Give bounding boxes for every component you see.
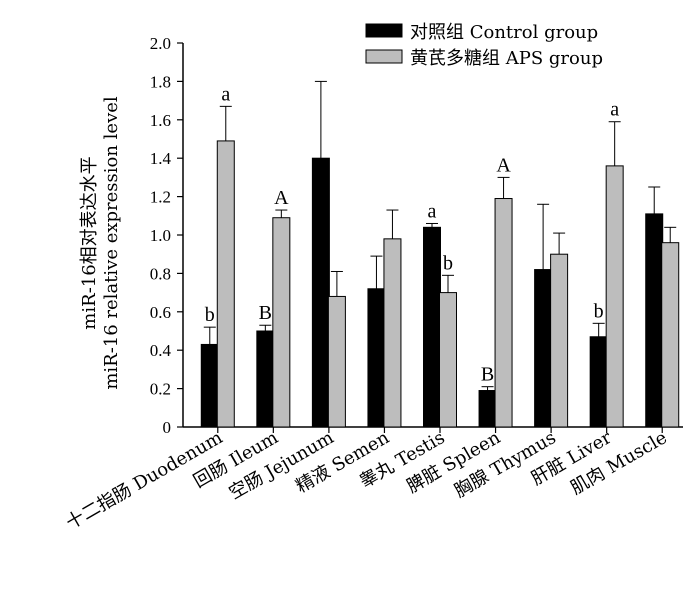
significance-label: a <box>610 99 619 121</box>
significance-label: b <box>443 252 453 274</box>
y-tick-label: 1.4 <box>150 149 172 168</box>
bar-control <box>367 288 386 428</box>
significance-label: B <box>481 364 494 386</box>
significance-label: a <box>428 200 437 222</box>
y-tick-label: 2.0 <box>150 34 171 53</box>
bar-aps <box>494 198 513 428</box>
y-tick-label: 1.0 <box>150 226 171 245</box>
bar-control <box>589 336 608 428</box>
y-axis-title-line2: miR-16 relative expression level <box>101 96 122 390</box>
significance-label: b <box>594 300 604 322</box>
bar-aps <box>383 238 402 428</box>
y-axis-title-line1: miR-16相对表达水平 <box>79 156 100 329</box>
y-tick-label: 0.2 <box>150 380 171 399</box>
y-tick-label: 0.4 <box>150 341 172 360</box>
bar-aps <box>439 292 457 428</box>
bar-aps <box>661 242 680 428</box>
bar-aps <box>272 217 291 428</box>
bar-control <box>423 226 441 428</box>
bar-aps <box>550 253 569 428</box>
significance-label: a <box>221 83 230 105</box>
bar-control <box>200 343 219 428</box>
legend-swatch-aps <box>365 49 403 64</box>
y-tick-label: 0.6 <box>150 303 171 322</box>
bar-control <box>478 390 497 428</box>
y-tick-label: 1.6 <box>150 111 171 130</box>
bar-aps <box>216 140 235 428</box>
y-tick-label: 0.8 <box>150 264 171 283</box>
y-tick-label: 0 <box>163 418 172 437</box>
y-axis-title: miR-16相对表达水平 miR-16 relative expression … <box>79 96 122 390</box>
significance-label: b <box>205 304 215 326</box>
legend: 对照组 Control group 黄芪多糖组 APS group <box>365 22 603 69</box>
bar-aps <box>605 165 624 428</box>
significance-label: A <box>274 187 289 209</box>
legend-label-aps: 黄芪多糖组 APS group <box>410 48 603 69</box>
significance-label: B <box>259 302 272 324</box>
y-tick-label: 1.8 <box>150 72 171 91</box>
legend-swatch-control <box>365 23 403 38</box>
bar-control <box>311 157 330 428</box>
y-tick-label: 1.2 <box>150 188 171 207</box>
bar-control <box>645 213 664 428</box>
bar-control <box>256 330 275 428</box>
bar-control <box>534 269 553 428</box>
significance-label: A <box>496 154 511 176</box>
legend-label-control: 对照组 Control group <box>410 22 598 43</box>
bar-aps <box>327 295 346 428</box>
